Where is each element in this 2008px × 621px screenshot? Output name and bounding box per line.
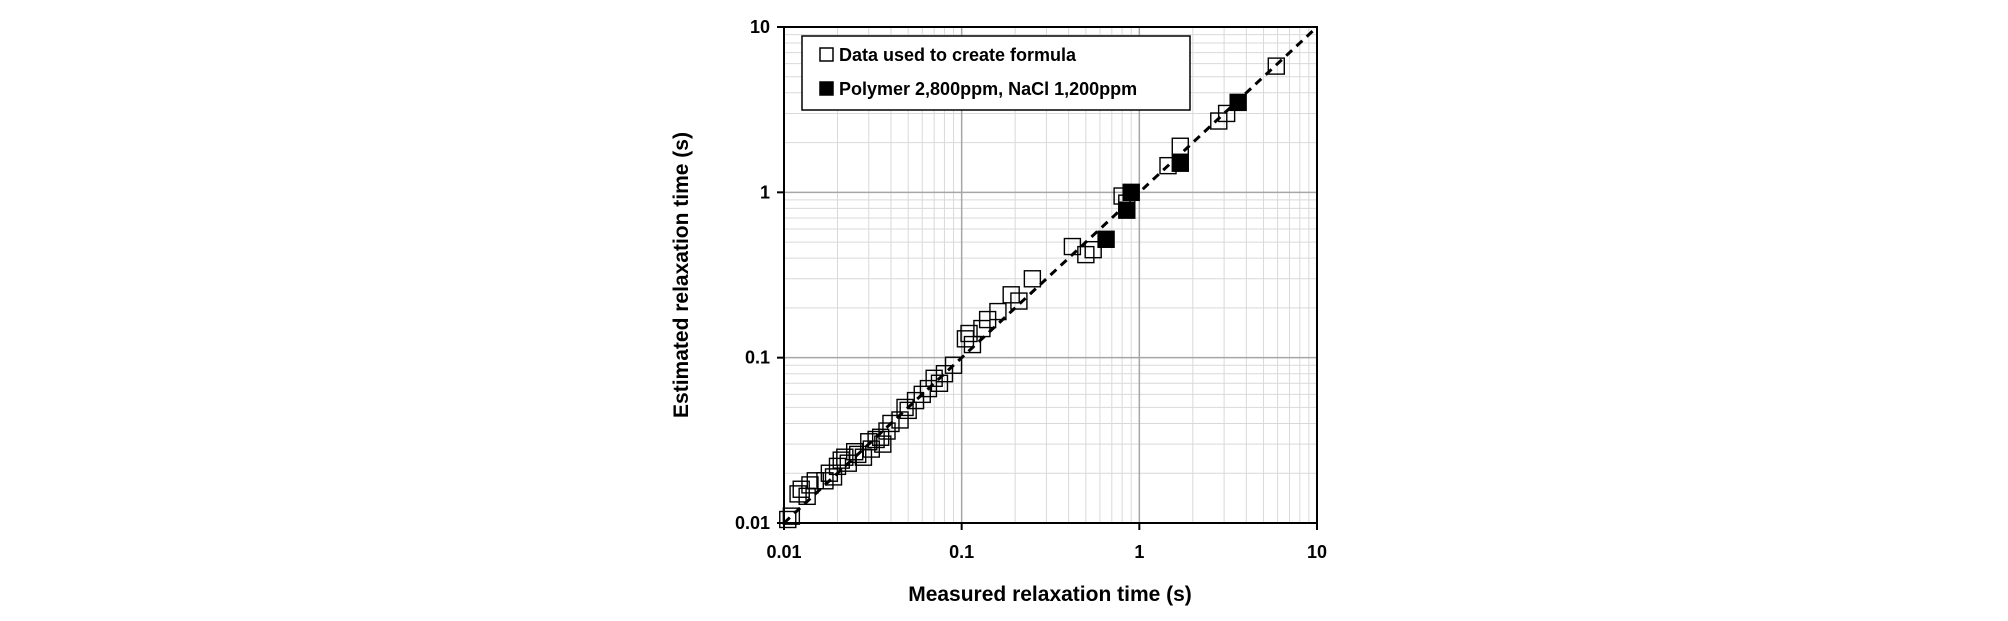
data-point-filled	[1122, 183, 1140, 202]
data-point-open	[882, 414, 900, 433]
data-point-open	[944, 356, 963, 374]
y-tick-label: 0.01	[735, 513, 770, 533]
y-tick-label: 0.1	[745, 348, 770, 368]
data-point-open	[919, 379, 938, 398]
legend: Data used to create formula Polymer 2,80…	[801, 35, 1191, 111]
data-point-open	[849, 445, 867, 464]
data-point-open	[871, 428, 890, 446]
x-tick-labels: 0.01 0.1 1 10	[766, 542, 1327, 562]
x-tick-label: 0.01	[766, 542, 801, 562]
data-point-filled	[1229, 93, 1247, 112]
reference-line-1-to-1	[782, 25, 1319, 525]
legend-label-series-1: Data used to create formula	[839, 45, 1077, 65]
data-point-open	[913, 385, 931, 404]
data-point-open	[1267, 57, 1285, 75]
y-tick-label: 10	[750, 17, 770, 37]
data-point-open	[1084, 240, 1102, 259]
legend-label-series-2: Polymer 2,800ppm, NaCl 1,200ppm	[839, 79, 1137, 99]
data-point-open	[779, 510, 797, 529]
data-point-open	[960, 324, 978, 343]
x-axis-title: Measured relaxation time (s)	[908, 583, 1192, 606]
series-data-used-to-create-formula	[779, 57, 1285, 529]
data-point-open	[782, 507, 801, 525]
data-point-open	[906, 391, 925, 410]
x-tick-label: 0.1	[949, 542, 974, 562]
data-point-open	[862, 440, 880, 458]
data-point-open	[973, 319, 991, 338]
data-point-open	[930, 374, 949, 392]
data-point-open	[989, 302, 1007, 321]
data-point-open	[836, 448, 854, 466]
y-tick-labels: 0.01 0.1 1 10	[735, 17, 770, 533]
x-tick-label: 10	[1307, 542, 1327, 562]
data-point-open	[1010, 292, 1028, 310]
data-point-open	[956, 330, 975, 348]
y-tick-label: 1	[760, 182, 770, 202]
data-point-open	[874, 435, 892, 453]
plot-area-frame	[783, 26, 1318, 524]
data-point-open	[801, 476, 819, 494]
legend-filled-square-icon	[819, 81, 834, 96]
x-tick-label: 1	[1134, 542, 1144, 562]
data-point-open	[1171, 137, 1189, 155]
data-point-open	[896, 398, 914, 417]
data-point-open	[925, 369, 943, 388]
data-point-filled	[1118, 201, 1136, 219]
data-point-filled	[1171, 154, 1189, 172]
data-point-open	[1217, 104, 1236, 123]
legend-open-square-icon	[819, 47, 834, 62]
data-point-open	[1023, 270, 1042, 288]
series-polymer-nacl	[1097, 93, 1247, 248]
data-point-open	[963, 335, 982, 354]
data-point-open	[789, 485, 807, 503]
data-point-filled	[1097, 230, 1115, 248]
data-point-open	[824, 468, 843, 486]
data-point-open	[839, 454, 857, 472]
legend-box	[801, 35, 1191, 111]
y-axis-title: Estimated relaxation time (s)	[670, 132, 693, 418]
